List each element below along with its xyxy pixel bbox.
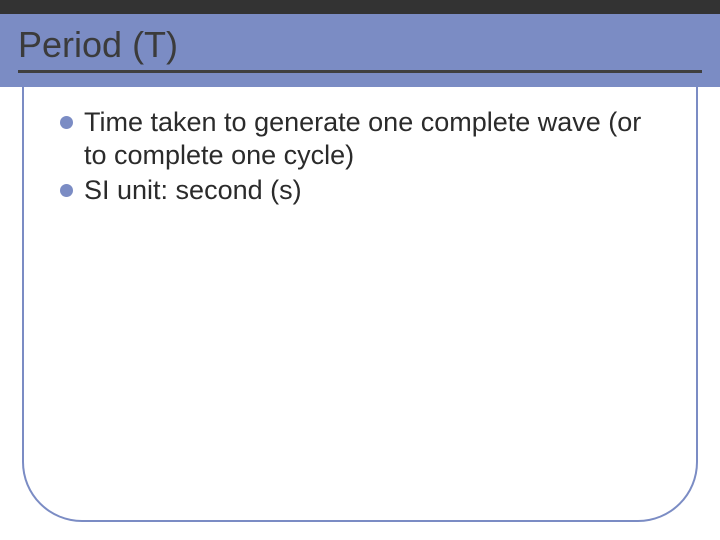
slide-title: Period (T) <box>18 24 702 66</box>
bullet-item: SI unit: second (s) <box>60 174 660 207</box>
bullet-list: Time taken to generate one complete wave… <box>60 106 660 207</box>
bullet-item: Time taken to generate one complete wave… <box>60 106 660 172</box>
header-band: Period (T) <box>0 14 720 87</box>
top-bar <box>0 0 720 14</box>
content-frame: Time taken to generate one complete wave… <box>22 78 698 522</box>
title-rule <box>18 70 702 73</box>
